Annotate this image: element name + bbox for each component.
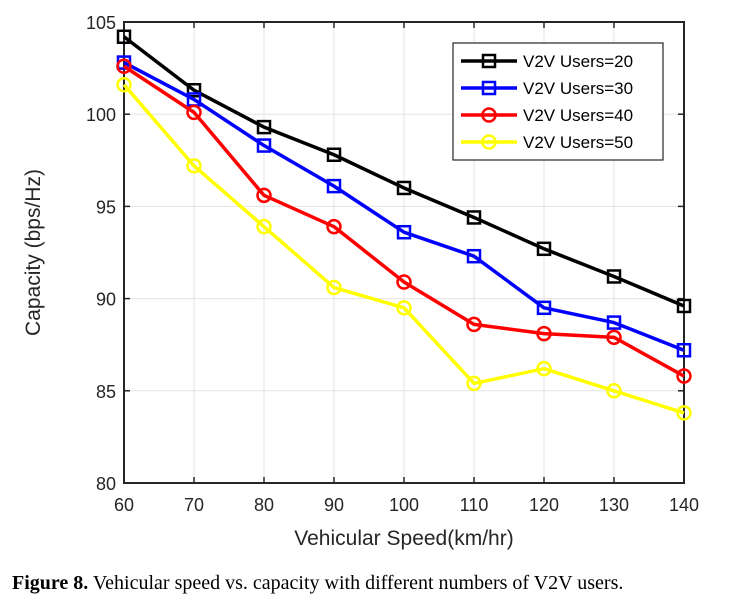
legend-label: V2V Users=20 (523, 52, 633, 71)
series-3 (116, 58, 692, 384)
legend-circle-icon (481, 107, 497, 123)
axes (123, 21, 685, 484)
square-marker (606, 269, 622, 284)
tick-labels: 60 70 80 90 100 110 120 130 140 80 85 90 95 100 105 (86, 13, 699, 515)
circle-marker (676, 405, 692, 421)
circle-marker (466, 316, 482, 333)
legend-item: V2V Users=20 (461, 52, 633, 71)
caption-label: Figure 8. (12, 572, 89, 594)
circle-marker (466, 375, 482, 392)
legend-label: V2V Users=40 (523, 106, 633, 125)
x-tick-label: 120 (529, 495, 559, 515)
circle-marker (676, 368, 692, 384)
x-axis-label: Vehicular Speed(km/hr) (294, 527, 513, 550)
x-tick-label: 70 (184, 495, 204, 515)
series-1 (116, 29, 692, 314)
circle-marker (116, 58, 132, 75)
y-axis-label: Capacity (bps/Hz) (22, 169, 45, 336)
series-line (122, 35, 685, 308)
legend-square-icon (481, 80, 497, 96)
series-line (123, 64, 685, 378)
square-marker (326, 147, 342, 163)
legend-square-icon (481, 53, 497, 69)
series-4 (116, 76, 692, 421)
series-line (122, 83, 685, 415)
y-tick-label: 80 (96, 474, 116, 494)
circle-marker (326, 218, 342, 235)
legend: V2V Users=20 V2V Users=30 V2V Users=40 V2V … (452, 42, 664, 161)
square-marker (676, 298, 692, 314)
square-marker (466, 248, 482, 264)
square-marker (396, 180, 412, 196)
y-tick-label: 90 (96, 290, 116, 310)
x-tick-label: 140 (669, 495, 699, 515)
x-tick-label: 100 (389, 495, 419, 515)
square-marker (606, 315, 622, 330)
circle-marker (606, 329, 622, 346)
circle-marker (186, 158, 202, 174)
circle-marker (256, 187, 272, 204)
square-marker (466, 210, 482, 225)
legend-label: V2V Users=50 (523, 133, 633, 152)
y-tick-label: 85 (96, 382, 116, 402)
y-tick-label: 105 (86, 13, 116, 33)
square-marker (676, 342, 692, 358)
circle-marker (536, 360, 552, 377)
legend-item: V2V Users=40 (461, 106, 633, 125)
legend-item: V2V Users=50 (461, 133, 633, 152)
x-tick-label: 60 (114, 495, 134, 515)
caption-text: Vehicular speed vs. capacity with differ… (88, 572, 624, 594)
circle-marker (116, 76, 132, 93)
legend-circle-icon (481, 134, 497, 150)
square-marker (536, 300, 552, 316)
x-tick-label: 80 (254, 495, 274, 515)
legend-label: V2V Users=30 (523, 79, 633, 98)
series-line (123, 61, 685, 352)
square-marker (256, 119, 272, 135)
figure-caption: Figure 8. Vehicular speed vs. capacity w… (12, 572, 623, 595)
x-tick-label: 90 (324, 495, 344, 515)
circle-marker (606, 383, 622, 399)
x-tick-label: 130 (599, 495, 629, 515)
legend-item: V2V Users=30 (461, 79, 633, 98)
square-marker (186, 82, 202, 98)
square-marker (536, 241, 552, 257)
line-chart: 60 70 80 90 100 110 120 130 140 80 85 90 95 100 105 Ve… (22, 13, 699, 550)
y-tick-label: 100 (86, 105, 116, 125)
circle-marker (256, 218, 272, 235)
y-tick-label: 95 (96, 197, 116, 217)
circle-marker (186, 104, 202, 121)
square-marker (256, 138, 272, 153)
circle-marker (326, 279, 342, 296)
square-marker (116, 29, 132, 45)
x-tick-label: 110 (460, 495, 489, 515)
series-group (116, 29, 692, 421)
circle-marker (396, 300, 412, 316)
square-marker (396, 224, 412, 240)
square-marker (326, 178, 342, 194)
circle-marker (396, 274, 412, 290)
circle-marker (536, 325, 552, 342)
